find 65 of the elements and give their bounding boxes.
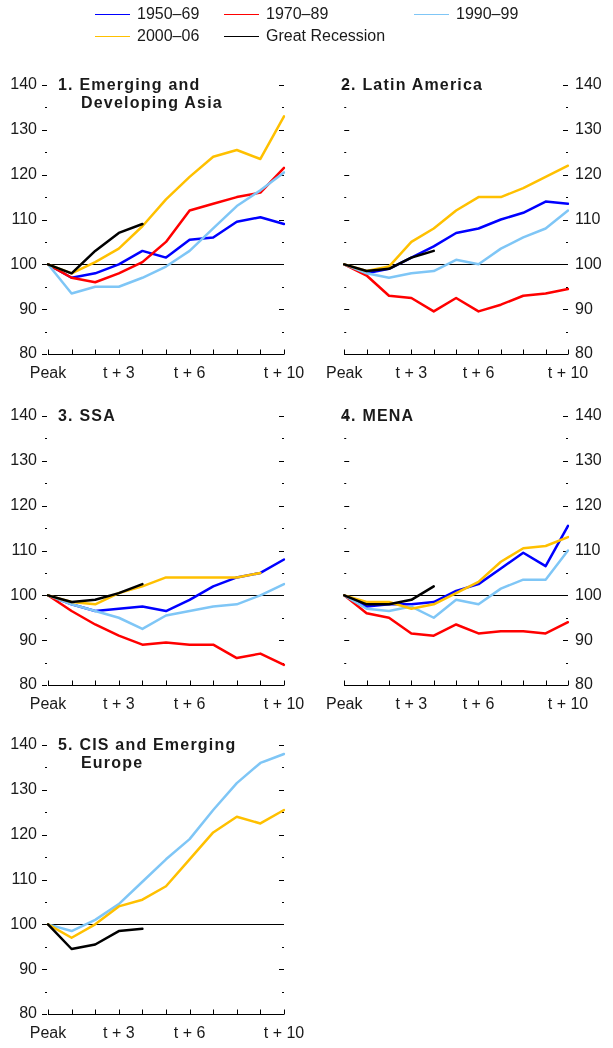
y-tick-label: 130 (575, 451, 602, 469)
x-tick-label: t + 10 (547, 695, 589, 713)
x-tick-label: t + 3 (103, 364, 135, 382)
y-tick-label: 130 (575, 120, 602, 138)
y-tick-label: 110 (11, 869, 38, 887)
x-tick-label: t + 10 (263, 695, 305, 713)
y-tick-label: 80 (19, 344, 38, 362)
y-tick-label: 90 (575, 630, 593, 648)
y-tick-label: 100 (10, 914, 38, 932)
y-tick-label: 100 (10, 254, 38, 272)
x-tick-label: t + 10 (263, 1024, 305, 1042)
x-tick-label: t + 6 (173, 364, 206, 382)
x-tick-label: t + 6 (173, 695, 206, 713)
y-tick-label: 120 (575, 496, 602, 514)
y-tick-label: 120 (10, 496, 38, 514)
y-tick-label: 140 (10, 406, 38, 424)
y-tick-label: 110 (11, 540, 38, 558)
y-tick-label: 80 (575, 344, 593, 362)
x-tick-label: t + 3 (103, 1024, 135, 1042)
y-tick-label: 100 (575, 585, 602, 603)
y-tick-label: 80 (19, 675, 38, 693)
chart-title: 5. CIS and Emerging Europe (58, 736, 238, 772)
y-tick-label: 110 (11, 209, 38, 227)
y-tick-label: 140 (575, 75, 602, 93)
chart-title: 2. Latin America (341, 76, 484, 94)
x-tick-label: t + 10 (263, 364, 305, 382)
y-tick-label: 140 (10, 735, 38, 753)
x-tick-label: t + 3 (395, 364, 428, 382)
legend-label: Great Recession (266, 27, 386, 45)
legend-label: 1990–99 (456, 5, 519, 23)
legend-label: 1970–89 (266, 5, 329, 23)
x-tick-label: t + 6 (462, 695, 495, 713)
y-tick-label: 130 (10, 120, 38, 138)
x-tick-label: Peak (326, 695, 364, 713)
y-tick-label: 140 (10, 75, 38, 93)
y-tick-label: 90 (19, 959, 38, 977)
y-tick-label: 110 (575, 540, 601, 558)
x-tick-label: Peak (29, 364, 68, 382)
x-tick-label: t + 3 (395, 695, 428, 713)
chart-title: 3. SSA (58, 407, 117, 425)
y-tick-label: 120 (10, 825, 38, 843)
y-tick-label: 90 (575, 299, 593, 317)
y-tick-label: 120 (10, 165, 38, 183)
x-tick-label: Peak (326, 364, 364, 382)
chart-title: 4. MENA (341, 407, 416, 425)
y-tick-label: 80 (575, 675, 593, 693)
x-tick-label: Peak (29, 695, 68, 713)
y-tick-label: 80 (19, 1004, 38, 1022)
legend-label: 2000–06 (137, 27, 200, 45)
legend-label: 1950–69 (137, 5, 200, 23)
x-tick-label: Peak (29, 1024, 68, 1042)
x-tick-label: t + 10 (547, 364, 589, 382)
x-tick-label: t + 6 (462, 364, 495, 382)
y-tick-label: 90 (19, 299, 38, 317)
y-tick-label: 120 (575, 165, 602, 183)
y-tick-label: 110 (575, 209, 601, 227)
y-tick-label: 100 (10, 585, 38, 603)
y-tick-label: 130 (10, 451, 38, 469)
y-tick-label: 140 (575, 406, 602, 424)
chart-title: 1. Emerging and Developing Asia (58, 76, 224, 112)
y-tick-label: 100 (575, 254, 602, 272)
y-tick-label: 90 (19, 630, 38, 648)
x-tick-label: t + 6 (173, 1024, 206, 1042)
y-tick-label: 130 (10, 780, 38, 798)
x-tick-label: t + 3 (103, 695, 135, 713)
